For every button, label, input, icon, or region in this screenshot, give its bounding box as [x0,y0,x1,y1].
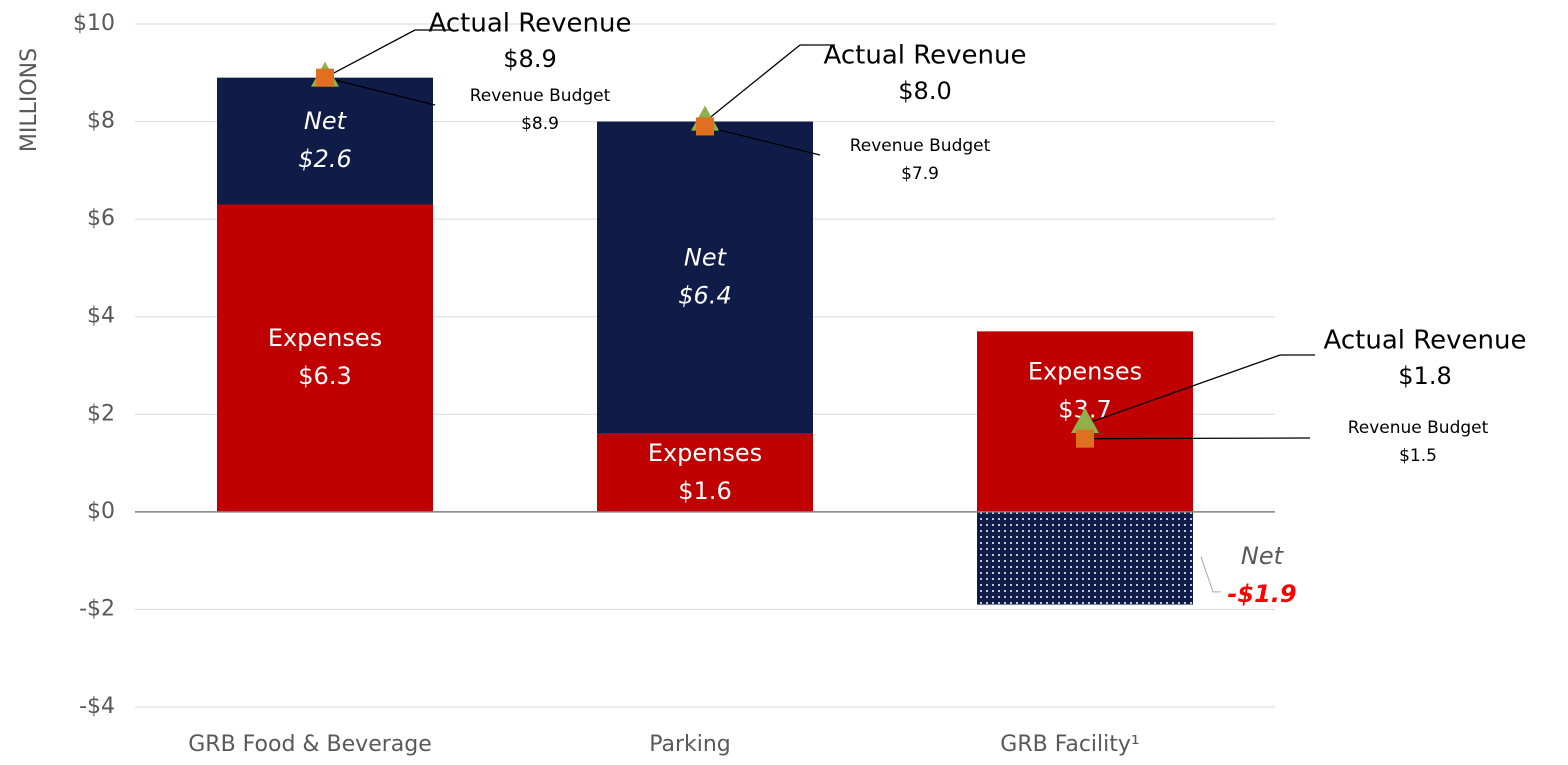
segment-label: Net [1241,542,1285,570]
x-tick-label: GRB Food & Beverage [188,732,432,757]
marker-square [1076,429,1094,448]
annotation-label: Revenue Budget [850,136,991,156]
annotation-value: $1.5 [1399,446,1437,466]
segment-label: Net [304,107,348,135]
bar-segment [217,204,433,512]
segment-label: Expenses [648,439,762,467]
annotation-label: Actual Revenue [429,9,632,39]
annotation-value: $8.0 [898,77,951,105]
segment-label: Expenses [268,324,382,352]
annotation-value: $8.9 [521,114,559,134]
annotation-label: Actual Revenue [1324,326,1527,356]
value-label: -$1.9 [1227,580,1296,608]
segment-label: Net [684,244,728,272]
bar-segment [977,511,1193,605]
x-tick-label: GRB Facility¹ [1000,732,1139,757]
y-axis-label: MILLIONS [17,48,42,152]
marker-square [696,117,714,136]
bar-segment [597,433,813,512]
y-tick-label: $0 [87,499,115,524]
annotation-label: Actual Revenue [824,41,1027,71]
annotation-value: $7.9 [901,164,939,184]
value-label: $1.6 [678,477,731,505]
annotation-value: $1.8 [1398,362,1451,390]
y-tick-label: $10 [73,11,115,36]
segment-label: Expenses [1028,357,1142,385]
y-tick-label: -$2 [79,596,115,621]
value-label: $2.6 [298,145,351,173]
annotation-leader [704,44,801,123]
y-tick-label: $8 [87,109,115,134]
annotation-leader [1084,437,1311,440]
y-tick-label: $2 [87,401,115,426]
marker-triangle [1071,408,1099,434]
y-tick-label: $4 [87,304,115,329]
bar-segment [597,121,813,434]
annotation-value: $8.9 [503,45,556,73]
y-tick-label: -$4 [79,694,115,719]
label-leader [1200,556,1221,593]
annotation-label: Revenue Budget [470,86,611,106]
y-tick-label: $6 [87,206,115,231]
annotation-leader [704,125,821,156]
annotation-leader [324,29,416,79]
annotation-leader [324,77,436,106]
x-tick-label: Parking [649,732,731,757]
marker-square [316,68,334,87]
value-label: $6.4 [678,282,731,310]
bar-segment [217,77,433,205]
annotation-label: Revenue Budget [1348,418,1489,438]
annotation-leader [1084,354,1281,425]
value-label: $6.3 [298,362,351,390]
